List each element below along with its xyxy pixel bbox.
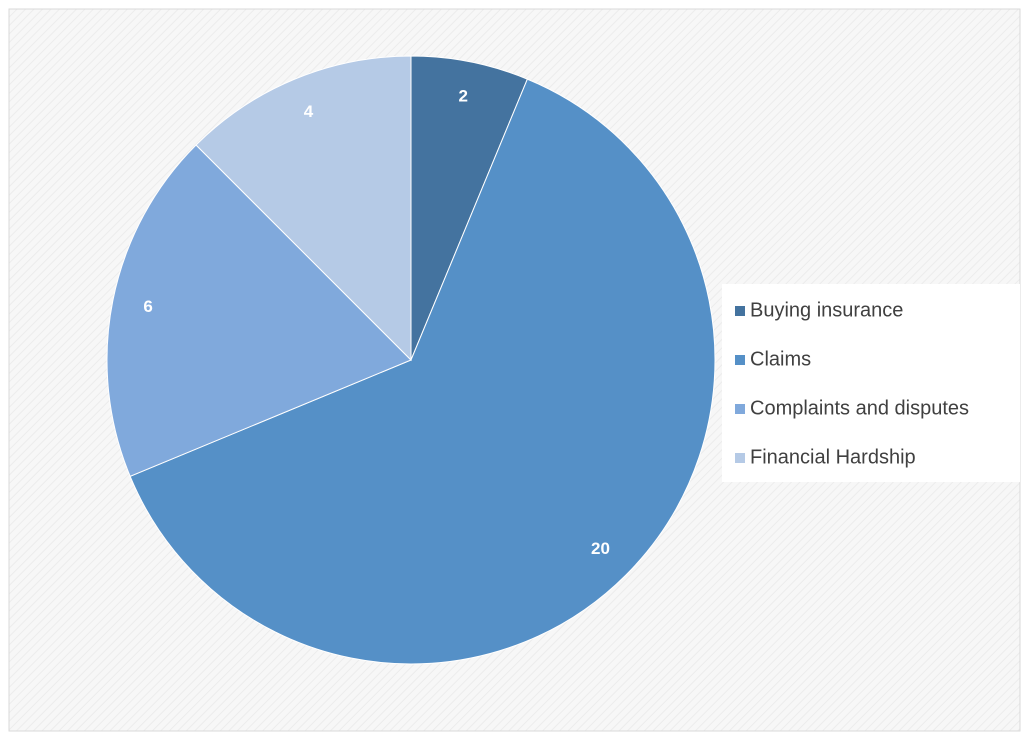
data-label: 4: [304, 102, 314, 121]
legend-swatch: [735, 453, 745, 463]
data-label: 6: [143, 297, 152, 316]
pie-slice: [129, 78, 716, 665]
legend-box: [722, 284, 1020, 482]
pie-slice: [195, 55, 412, 362]
pie-slice: [106, 144, 412, 477]
legend-swatch: [735, 306, 745, 316]
legend-label: Financial Hardship: [750, 446, 916, 468]
pie-slice: [410, 55, 528, 361]
legend-label: Claims: [750, 348, 811, 370]
data-label: 20: [591, 539, 610, 558]
legend-swatch: [735, 404, 745, 414]
legend-label: Complaints and disputes: [750, 397, 969, 419]
legend-label: Buying insurance: [750, 299, 903, 321]
data-label: 2: [459, 87, 468, 106]
legend-swatch: [735, 355, 745, 365]
